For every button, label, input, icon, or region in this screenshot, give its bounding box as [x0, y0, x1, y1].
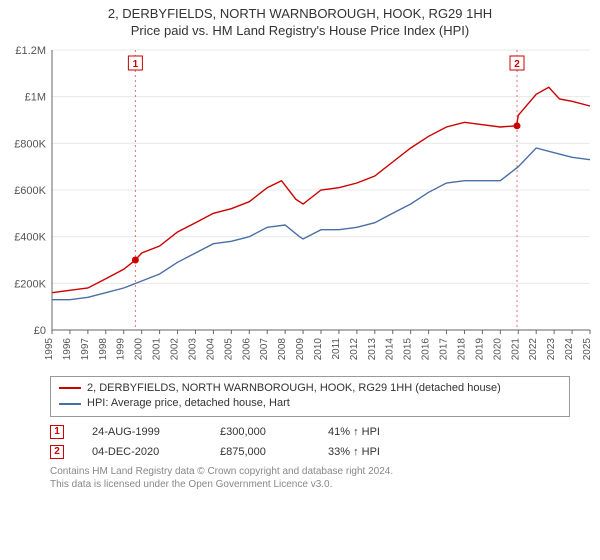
legend: 2, DERBYFIELDS, NORTH WARNBOROUGH, HOOK,…: [50, 376, 570, 417]
svg-text:2: 2: [514, 59, 520, 70]
svg-text:2022: 2022: [528, 337, 539, 360]
tx-date: 04-DEC-2020: [92, 446, 192, 458]
svg-text:2002: 2002: [170, 337, 181, 360]
transactions-table: 1 24-AUG-1999 £300,000 41% ↑ HPI 2 04-DEC-202…: [50, 425, 570, 459]
svg-text:2021: 2021: [510, 337, 521, 360]
legend-row: HPI: Average price, detached house, Hart: [59, 396, 561, 411]
svg-text:2007: 2007: [259, 337, 270, 360]
svg-text:2019: 2019: [474, 337, 485, 360]
svg-text:1: 1: [133, 59, 139, 70]
attribution: Contains HM Land Registry data © Crown c…: [50, 465, 570, 491]
svg-text:1996: 1996: [62, 337, 73, 360]
tx-dot-2: [514, 122, 521, 129]
legend-row: 2, DERBYFIELDS, NORTH WARNBOROUGH, HOOK,…: [59, 381, 561, 396]
svg-text:2023: 2023: [546, 337, 557, 360]
svg-text:£200K: £200K: [14, 278, 46, 290]
title-block: 2, DERBYFIELDS, NORTH WARNBOROUGH, HOOK,…: [0, 0, 600, 40]
title-line-1: 2, DERBYFIELDS, NORTH WARNBOROUGH, HOOK,…: [0, 6, 600, 23]
svg-text:£800K: £800K: [14, 138, 46, 150]
svg-text:2011: 2011: [331, 337, 342, 359]
svg-text:£0: £0: [34, 325, 46, 337]
svg-text:£1M: £1M: [25, 91, 46, 103]
svg-text:2004: 2004: [205, 337, 216, 360]
attribution-line-1: Contains HM Land Registry data © Crown c…: [50, 465, 570, 478]
svg-text:2010: 2010: [313, 337, 324, 360]
tx-diff: 41% ↑ HPI: [328, 426, 408, 438]
price-chart: £0 £200K £400K £600K £800K £1M £1.2M 1995 1996 19…: [0, 40, 600, 370]
svg-text:2017: 2017: [439, 337, 450, 360]
legend-swatch: [59, 387, 81, 389]
chart-area: £0 £200K £400K £600K £800K £1M £1.2M 1995 1996 19…: [0, 40, 600, 370]
svg-text:2018: 2018: [456, 337, 467, 360]
tx-diff: 33% ↑ HPI: [328, 446, 408, 458]
tx-row: 2 04-DEC-2020 £875,000 33% ↑ HPI: [50, 445, 570, 459]
legend-label: HPI: Average price, detached house, Hart: [87, 396, 290, 411]
svg-text:2009: 2009: [295, 337, 306, 360]
legend-label: 2, DERBYFIELDS, NORTH WARNBOROUGH, HOOK,…: [87, 381, 501, 396]
svg-text:2001: 2001: [152, 337, 163, 360]
svg-text:1997: 1997: [80, 337, 91, 360]
svg-text:£1.2M: £1.2M: [15, 45, 46, 57]
svg-text:2005: 2005: [223, 337, 234, 360]
tx-marker-label: 1: [50, 425, 64, 439]
tx-marker-label: 2: [50, 445, 64, 459]
svg-text:2014: 2014: [385, 337, 396, 360]
svg-text:2025: 2025: [582, 337, 593, 360]
svg-text:2013: 2013: [367, 337, 378, 360]
svg-text:2024: 2024: [564, 337, 575, 360]
svg-text:2008: 2008: [277, 337, 288, 360]
svg-text:2003: 2003: [187, 337, 198, 360]
tx-dot-1: [132, 256, 139, 263]
svg-text:1995: 1995: [44, 337, 55, 360]
tx-price: £300,000: [220, 426, 300, 438]
tx-row: 1 24-AUG-1999 £300,000 41% ↑ HPI: [50, 425, 570, 439]
svg-text:2015: 2015: [403, 337, 414, 360]
svg-text:2000: 2000: [134, 337, 145, 360]
tx-date: 24-AUG-1999: [92, 426, 192, 438]
svg-text:2016: 2016: [421, 337, 432, 360]
svg-text:£400K: £400K: [14, 231, 46, 243]
svg-text:2006: 2006: [241, 337, 252, 360]
svg-text:1998: 1998: [98, 337, 109, 360]
title-line-2: Price paid vs. HM Land Registry's House …: [0, 23, 600, 40]
svg-text:£600K: £600K: [14, 185, 46, 197]
tx-price: £875,000: [220, 446, 300, 458]
legend-swatch: [59, 403, 81, 405]
svg-text:2012: 2012: [349, 337, 360, 360]
attribution-line-2: This data is licensed under the Open Gov…: [50, 478, 570, 491]
svg-text:1999: 1999: [116, 337, 127, 360]
svg-text:2020: 2020: [492, 337, 503, 360]
